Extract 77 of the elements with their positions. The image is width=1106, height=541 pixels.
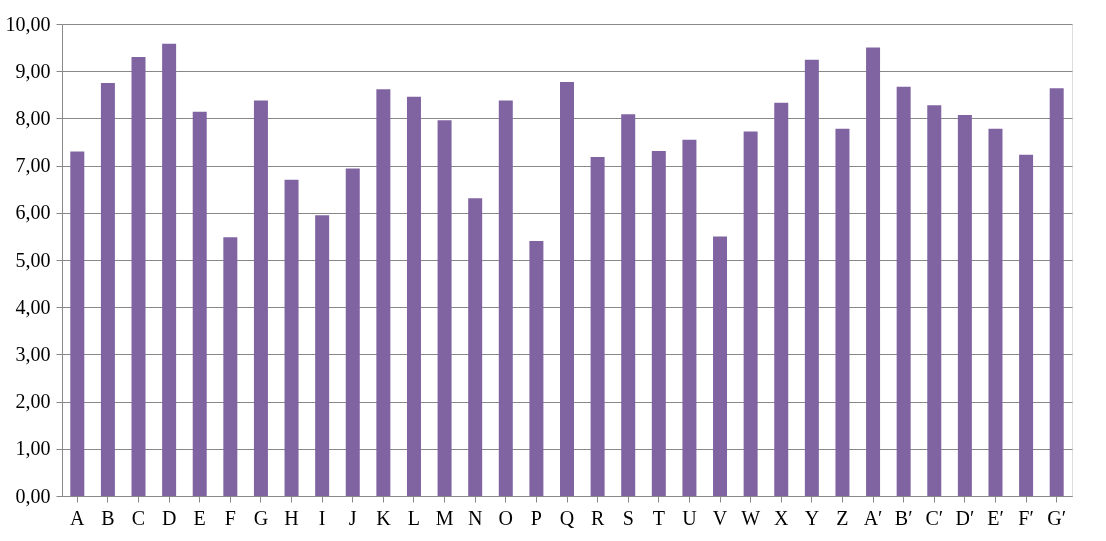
x-tick-label: O — [498, 506, 514, 529]
bar — [253, 100, 268, 496]
x-tick-label: C′ — [925, 506, 944, 529]
bar — [866, 47, 881, 496]
bar — [896, 86, 911, 496]
x-tick-label: A′ — [863, 506, 883, 529]
x-tick-label: F′ — [1018, 506, 1034, 529]
bar — [529, 241, 544, 496]
x-tick-label: C — [131, 506, 146, 529]
bar — [498, 100, 513, 496]
bar — [70, 151, 85, 496]
bar — [590, 157, 605, 496]
x-tick-label: P — [530, 506, 542, 529]
bar — [345, 168, 360, 496]
x-tick-label: D — [161, 506, 177, 529]
x-tick-label: Y — [804, 506, 820, 529]
x-tick-label: B′ — [894, 506, 913, 529]
bar — [406, 96, 421, 496]
x-tick-label: H — [284, 506, 299, 529]
x-tick-label: A — [70, 506, 86, 529]
bar — [315, 215, 330, 496]
y-tick-label: 10,00 — [5, 12, 51, 35]
bar — [100, 83, 115, 496]
bar — [927, 105, 942, 496]
bar — [774, 102, 789, 496]
x-tick-label: G — [253, 506, 269, 529]
x-tick-label: T — [652, 506, 665, 529]
bar — [560, 82, 574, 496]
x-tick-label: Q — [559, 506, 575, 529]
bar — [192, 111, 207, 496]
bar — [223, 237, 238, 496]
bar — [957, 115, 972, 496]
x-tick-label: R — [590, 506, 605, 529]
bar — [437, 120, 452, 496]
bar — [284, 179, 299, 496]
x-tick-label: U — [682, 506, 698, 529]
y-tick-label: 1,00 — [15, 437, 51, 460]
x-tick-label: S — [622, 506, 634, 529]
x-tick-label: N — [467, 506, 483, 529]
bar — [988, 128, 1003, 496]
bar — [621, 114, 636, 496]
x-tick-label: K — [376, 506, 392, 529]
x-tick-label: M — [435, 506, 454, 529]
y-tick-label: 7,00 — [15, 154, 51, 177]
y-tick-label: 4,00 — [15, 295, 51, 318]
x-tick-label: B — [101, 506, 115, 529]
bar — [651, 150, 666, 496]
bar — [1019, 154, 1034, 496]
x-tick-label: F — [224, 506, 236, 529]
x-tick-label: W — [741, 506, 761, 529]
bar — [804, 59, 819, 496]
bar — [468, 198, 483, 496]
y-tick-label: 9,00 — [15, 59, 51, 82]
y-tick-label: 3,00 — [15, 342, 51, 365]
y-tick-label: 8,00 — [15, 106, 51, 129]
x-tick-label: I — [318, 506, 326, 529]
x-tick-label: L — [407, 506, 421, 529]
y-tick-label: 6,00 — [15, 201, 51, 224]
bar — [682, 139, 697, 496]
y-tick-label: 0,00 — [15, 484, 51, 507]
bar — [835, 128, 850, 496]
y-tick-label: 5,00 — [15, 248, 51, 271]
x-tick-label: J — [348, 506, 357, 529]
x-tick-label: X — [774, 506, 790, 529]
bar — [162, 43, 177, 496]
x-tick-label: E — [193, 506, 206, 529]
x-tick-label: Z — [836, 506, 849, 529]
y-tick-label: 2,00 — [15, 390, 51, 413]
bar — [743, 131, 758, 496]
x-tick-label: V — [712, 506, 728, 529]
x-tick-label: E′ — [987, 506, 1004, 529]
x-tick-label: D′ — [955, 506, 975, 529]
bar — [713, 236, 728, 496]
x-tick-label: G′ — [1047, 506, 1067, 529]
bar — [376, 89, 391, 496]
bar — [131, 57, 146, 496]
bar — [1049, 88, 1064, 496]
